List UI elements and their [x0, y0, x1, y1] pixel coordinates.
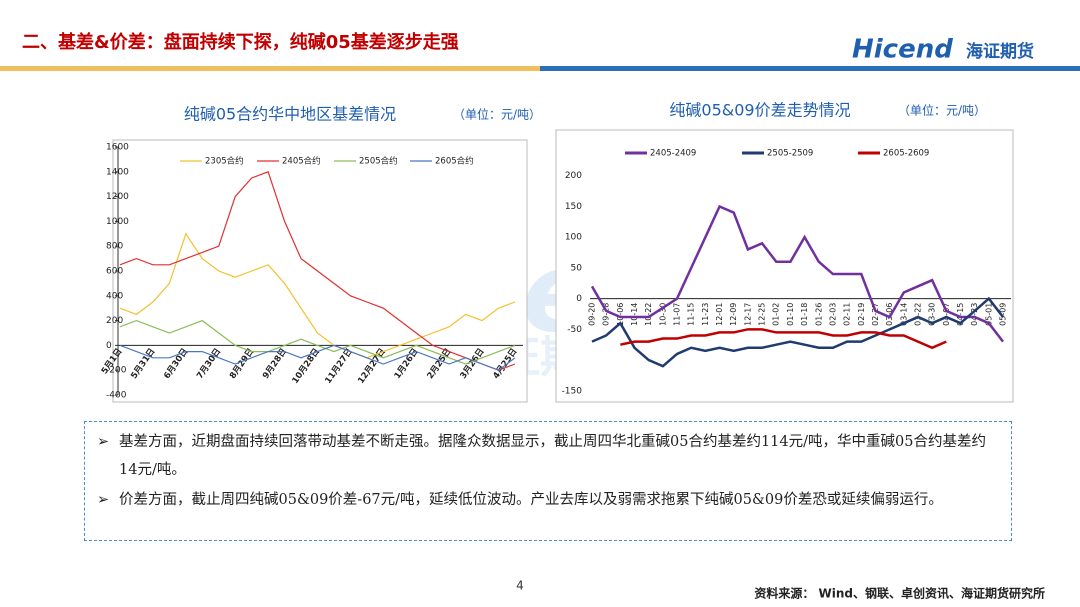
- x-tick-label: 03-06: [885, 303, 894, 326]
- x-tick-label: 04-23: [970, 303, 979, 326]
- bullet-box: 基差方面，近期盘面持续回落带动基差不断走强。据隆众数据显示，截止周四华北重碱05…: [84, 421, 1012, 541]
- chart-unit: （单位：元/吨）: [898, 103, 986, 118]
- source: 资料来源： Wind、钢联、卓创资讯、海证期货研究所: [754, 586, 1045, 601]
- y-tick-label: 200: [106, 316, 123, 326]
- x-tick-label: 10-14: [630, 303, 639, 326]
- x-tick-label: 12-25: [758, 303, 767, 326]
- legend-label: 2405-2409: [650, 149, 696, 159]
- x-tick-label: 01-18: [800, 303, 809, 326]
- y-tick-label: 200: [565, 171, 582, 181]
- series-line: [119, 171, 516, 371]
- logo-cn: 海证期货: [966, 41, 1034, 62]
- x-tick-label: 03-30: [928, 303, 937, 326]
- series-line: [590, 204, 1004, 343]
- legend-label: 2405合约: [282, 156, 321, 167]
- legend-label: 2505-2509: [767, 149, 813, 159]
- x-tick-label: 02-03: [828, 303, 837, 326]
- x-tick-label: 03-14: [899, 303, 908, 326]
- series-line: [620, 328, 947, 350]
- legend-label: 2605合约: [435, 156, 474, 167]
- x-tick-label: 12-09: [729, 303, 738, 326]
- x-tick-label: 01-02: [772, 303, 781, 326]
- x-tick-label: 09-20: [588, 303, 597, 326]
- x-tick-label: 10-22: [644, 303, 653, 326]
- chart-title: 纯碱05合约华中地区基差情况: [184, 105, 396, 124]
- series-line: [119, 232, 516, 359]
- logo: Hicend: [852, 35, 953, 65]
- x-tick-label: 02-11: [843, 303, 852, 326]
- x-tick-label: 01-26: [814, 303, 823, 326]
- legend-label: 2605-2609: [883, 149, 929, 159]
- y-tick-label: 50: [571, 263, 583, 273]
- x-tick-label: 02-19: [857, 303, 866, 326]
- series-line: [591, 296, 1004, 368]
- x-tick-label: 11-15: [687, 303, 696, 326]
- x-tick-label: 01-10: [786, 303, 795, 326]
- x-tick-label: 10-30: [658, 303, 667, 326]
- y-tick-label: 0: [106, 341, 112, 351]
- legend-label: 2305合约: [205, 156, 244, 167]
- x-tick-label: 09-28: [602, 303, 611, 326]
- y-tick-label: 100: [565, 233, 582, 243]
- x-tick-label: 12-17: [743, 303, 752, 326]
- series-line: [119, 344, 516, 371]
- slide-title: 二、基差&价差：盘面持续下探，纯碱05基差逐步走强: [22, 31, 459, 53]
- page-number: 4: [516, 579, 524, 593]
- chart-unit: （单位：元/吨）: [453, 107, 541, 122]
- x-tick-label: 04-07: [942, 303, 951, 326]
- x-tick-label: 05-09: [999, 303, 1008, 326]
- y-tick-label: 600: [106, 267, 123, 277]
- chart-frame: [555, 129, 1014, 403]
- legend-label: 2505合约: [359, 156, 398, 167]
- y-tick-label: 400: [106, 291, 123, 301]
- header-bar-left: [0, 66, 540, 71]
- x-tick-label: 05-01: [984, 303, 993, 326]
- x-tick-label: 12-01: [715, 303, 724, 326]
- bullet: 价差方面，截止周四纯碱05&09价差-67元/吨，延续低位波动。产业去库以及弱需…: [97, 486, 999, 514]
- y-tick-label: -50: [567, 325, 582, 335]
- series-line: [119, 319, 516, 365]
- y-tick-label: 150: [565, 202, 582, 212]
- chart-frame: [112, 139, 528, 403]
- chart-title: 纯碱05&09价差走势情况: [669, 101, 850, 120]
- x-tick-label: 03-22: [913, 303, 922, 326]
- header-bar-right: [540, 66, 1080, 71]
- y-tick-label: 800: [106, 242, 123, 252]
- x-tick-label: 04-15: [956, 303, 965, 326]
- x-tick-label: 11-23: [701, 303, 710, 326]
- x-tick-label: 11-07: [673, 303, 682, 326]
- x-tick-label: 02-27: [871, 303, 880, 326]
- bullet: 基差方面，近期盘面持续回落带动基差不断走强。据隆众数据显示，截止周四华北重碱05…: [97, 428, 999, 484]
- y-tick-label: -150: [562, 386, 583, 396]
- y-tick-label: 0: [576, 294, 582, 304]
- x-tick-label: 10-06: [616, 303, 625, 326]
